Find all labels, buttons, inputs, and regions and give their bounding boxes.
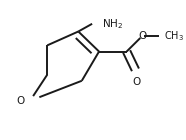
Text: CH$_3$: CH$_3$ xyxy=(164,29,184,43)
Text: NH$_2$: NH$_2$ xyxy=(102,17,123,31)
Text: O: O xyxy=(133,77,141,87)
Text: O: O xyxy=(138,31,146,41)
Text: O: O xyxy=(16,96,25,106)
